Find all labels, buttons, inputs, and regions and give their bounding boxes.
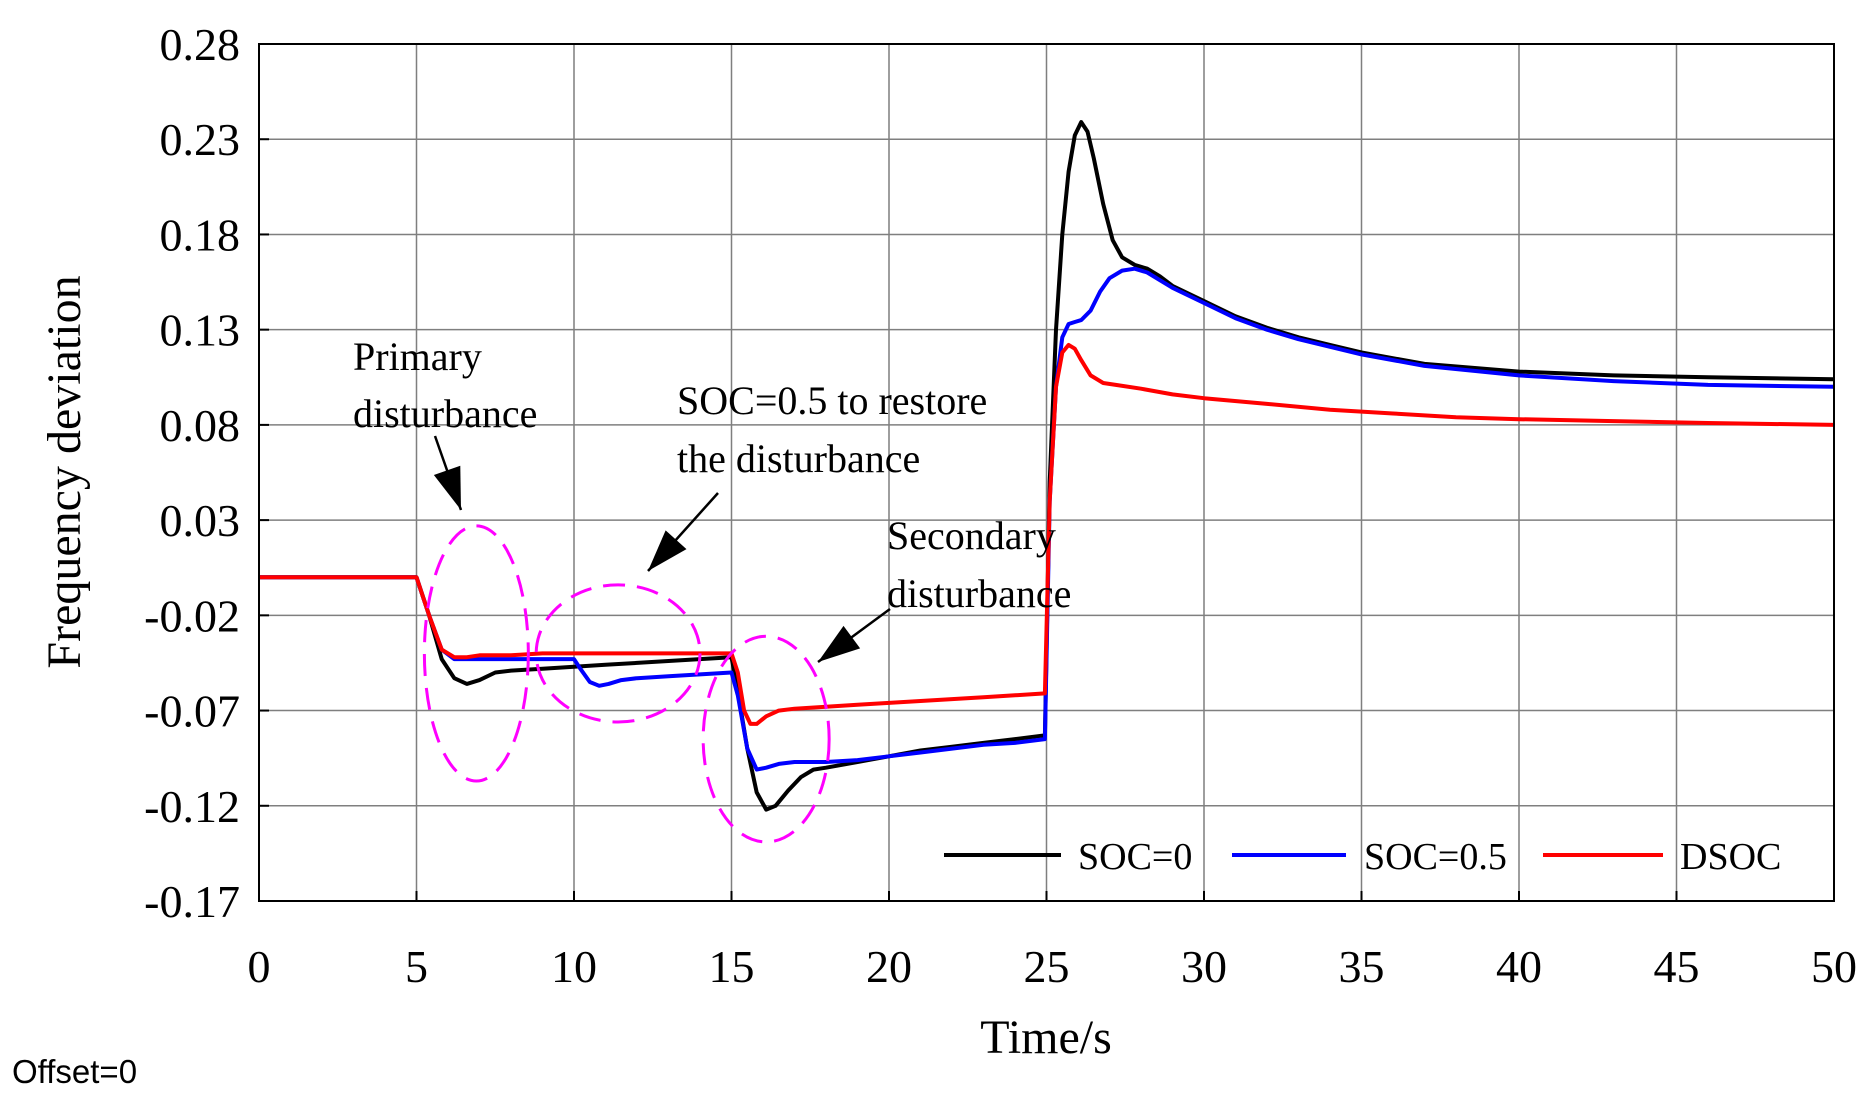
highlight-ellipse <box>701 634 831 844</box>
arrow-head <box>648 530 687 571</box>
legend-label: SOC=0 <box>1078 836 1192 878</box>
annotation-secondary-line2: disturbance <box>887 571 1071 616</box>
x-axis-label: Time/s <box>980 1011 1112 1064</box>
series-line-soc-0-5 <box>259 266 1835 772</box>
series-line-dsoc <box>259 342 1835 726</box>
arrow-head <box>818 625 861 662</box>
x-tick-label: 35 <box>1339 941 1385 992</box>
annotation-secondary-line1: Secondary <box>887 513 1056 558</box>
y-tick-label: 0.13 <box>160 305 241 356</box>
x-tick-label: 50 <box>1811 941 1857 992</box>
y-tick-label: 0.23 <box>160 114 241 165</box>
y-tick-label: -0.12 <box>144 781 240 832</box>
legend-label: DSOC <box>1680 836 1781 878</box>
y-tick-label: 0.18 <box>160 209 241 260</box>
x-tick-label: 5 <box>405 941 428 992</box>
x-tick-label: 45 <box>1654 941 1700 992</box>
offset-label: Offset=0 <box>12 1053 137 1090</box>
highlight-ellipse <box>422 524 530 783</box>
annotation-restore-line2: the disturbance <box>677 436 920 481</box>
series-lines <box>259 120 1835 812</box>
y-tick-label: -0.07 <box>144 686 240 737</box>
x-tick-label: 20 <box>866 941 912 992</box>
x-tick-label: 25 <box>1024 941 1070 992</box>
x-tick-label: 0 <box>248 941 271 992</box>
y-axis-label: Frequency deviation <box>38 275 91 668</box>
arrow-head <box>433 465 461 510</box>
annotation-arrows <box>433 435 891 664</box>
y-tick-label: 0.03 <box>160 495 241 546</box>
highlight-ellipse <box>534 583 702 724</box>
x-tick-label: 10 <box>551 941 597 992</box>
annotation-primary-line1: Primary <box>353 334 482 379</box>
legend-label: SOC=0.5 <box>1364 836 1507 878</box>
y-tick-label: 0.28 <box>160 19 241 70</box>
y-tick-label: -0.17 <box>144 876 240 927</box>
x-tick-label: 15 <box>709 941 755 992</box>
x-tick-label: 30 <box>1181 941 1227 992</box>
annotation-primary-line2: disturbance <box>353 391 537 436</box>
legend: SOC=0 SOC=0.5 DSOC <box>944 836 1781 878</box>
highlight-ellipses <box>422 524 831 844</box>
y-tick-label: 0.08 <box>160 400 241 451</box>
axis-ticks: 0 5 10 15 20 25 30 35 40 45 50 -0.17 -0.12 -0.07 -0.02… <box>144 19 1857 992</box>
x-tick-label: 40 <box>1496 941 1542 992</box>
y-tick-label: -0.02 <box>144 590 240 641</box>
annotation-restore-line1: SOC=0.5 to restore <box>677 378 987 423</box>
